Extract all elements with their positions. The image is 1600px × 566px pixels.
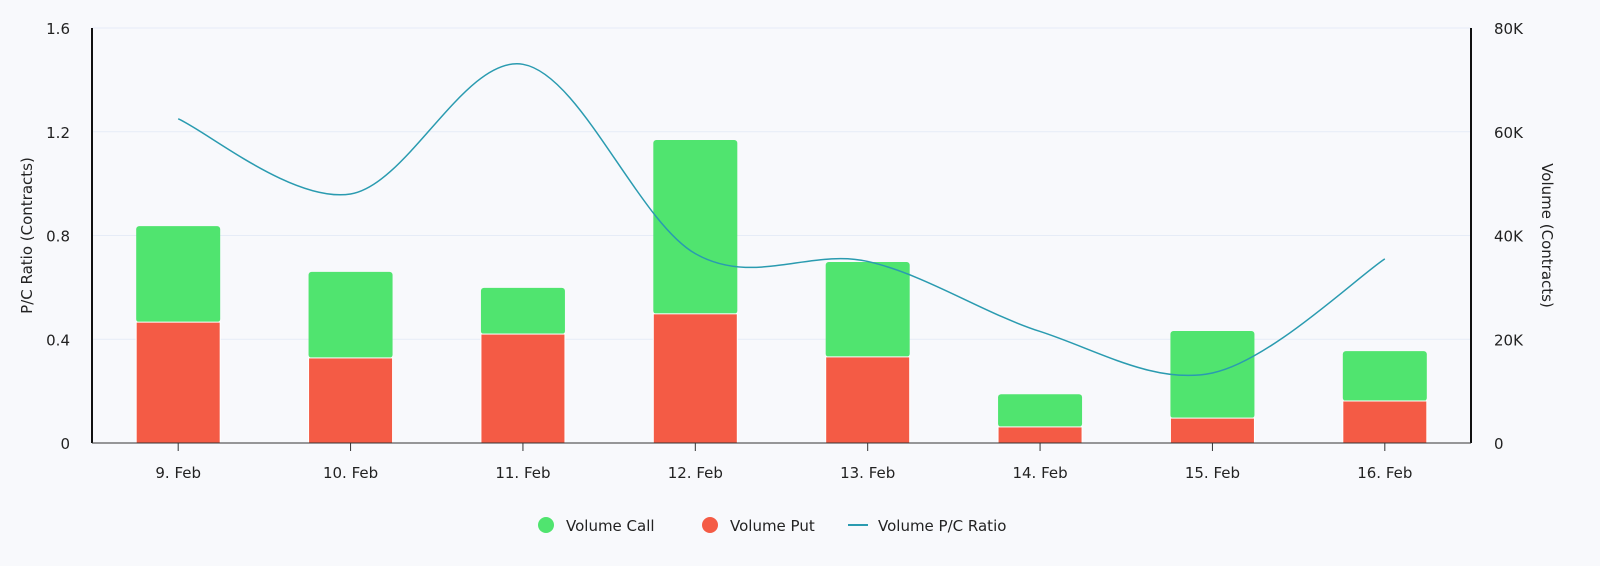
bar-volume-put	[826, 357, 910, 443]
legend-item-label[interactable]: Volume Put	[730, 517, 815, 535]
bar-volume-call	[309, 272, 393, 358]
left-tick-label: 0.8	[46, 228, 70, 246]
right-tick-label: 60K	[1494, 124, 1524, 142]
right-tick-label: 80K	[1494, 20, 1524, 38]
bar-volume-put	[1170, 418, 1254, 443]
bar-volume-call	[998, 394, 1082, 427]
bar-volume-put	[481, 334, 565, 443]
legend-item-label[interactable]: Volume P/C Ratio	[878, 517, 1006, 535]
x-tick-label: 9. Feb	[155, 464, 201, 482]
right-tick-label: 0	[1494, 435, 1504, 453]
x-tick-label: 11. Feb	[495, 464, 550, 482]
grid	[92, 28, 1471, 339]
legend[interactable]: Volume Call Volume Put Volume P/C Ratio	[538, 517, 1006, 535]
x-tick-label: 14. Feb	[1012, 464, 1067, 482]
bar-volume-put	[998, 427, 1082, 443]
bar-volume-call	[481, 288, 565, 334]
bar-volume-call	[136, 226, 220, 322]
legend-marker-call	[538, 517, 554, 533]
legend-item-label[interactable]: Volume Call	[566, 517, 655, 535]
bar-volume-call	[653, 140, 737, 314]
axes: 0 0.4 0.8 1.2 1.6 0 20K 40K 60K 80K P/C Ratio (Con…	[18, 20, 1556, 482]
bar-volume-put	[309, 358, 393, 443]
bar-volume-call	[1343, 351, 1427, 401]
left-tick-label: 0.4	[46, 331, 70, 349]
left-tick-label: 1.6	[46, 20, 70, 38]
left-tick-label: 1.2	[46, 124, 70, 142]
x-tick-label: 10. Feb	[323, 464, 378, 482]
x-tick-label: 12. Feb	[668, 464, 723, 482]
left-axis-title: P/C Ratio (Contracts)	[18, 157, 36, 314]
x-tick-label: 16. Feb	[1357, 464, 1412, 482]
x-tick-label: 13. Feb	[840, 464, 895, 482]
bar-volume-put	[1343, 401, 1427, 443]
right-tick-label: 20K	[1494, 331, 1524, 349]
x-tick-label: 15. Feb	[1185, 464, 1240, 482]
bars	[136, 140, 1427, 443]
bar-volume-put	[653, 314, 737, 443]
legend-marker-put	[702, 517, 718, 533]
bar-volume-call	[1170, 331, 1254, 418]
left-tick-label: 0	[60, 435, 70, 453]
bar-volume-call	[826, 262, 910, 357]
right-axis-title: Volume (Contracts)	[1538, 163, 1556, 308]
bar-volume-put	[136, 322, 220, 443]
right-tick-label: 40K	[1494, 228, 1524, 246]
